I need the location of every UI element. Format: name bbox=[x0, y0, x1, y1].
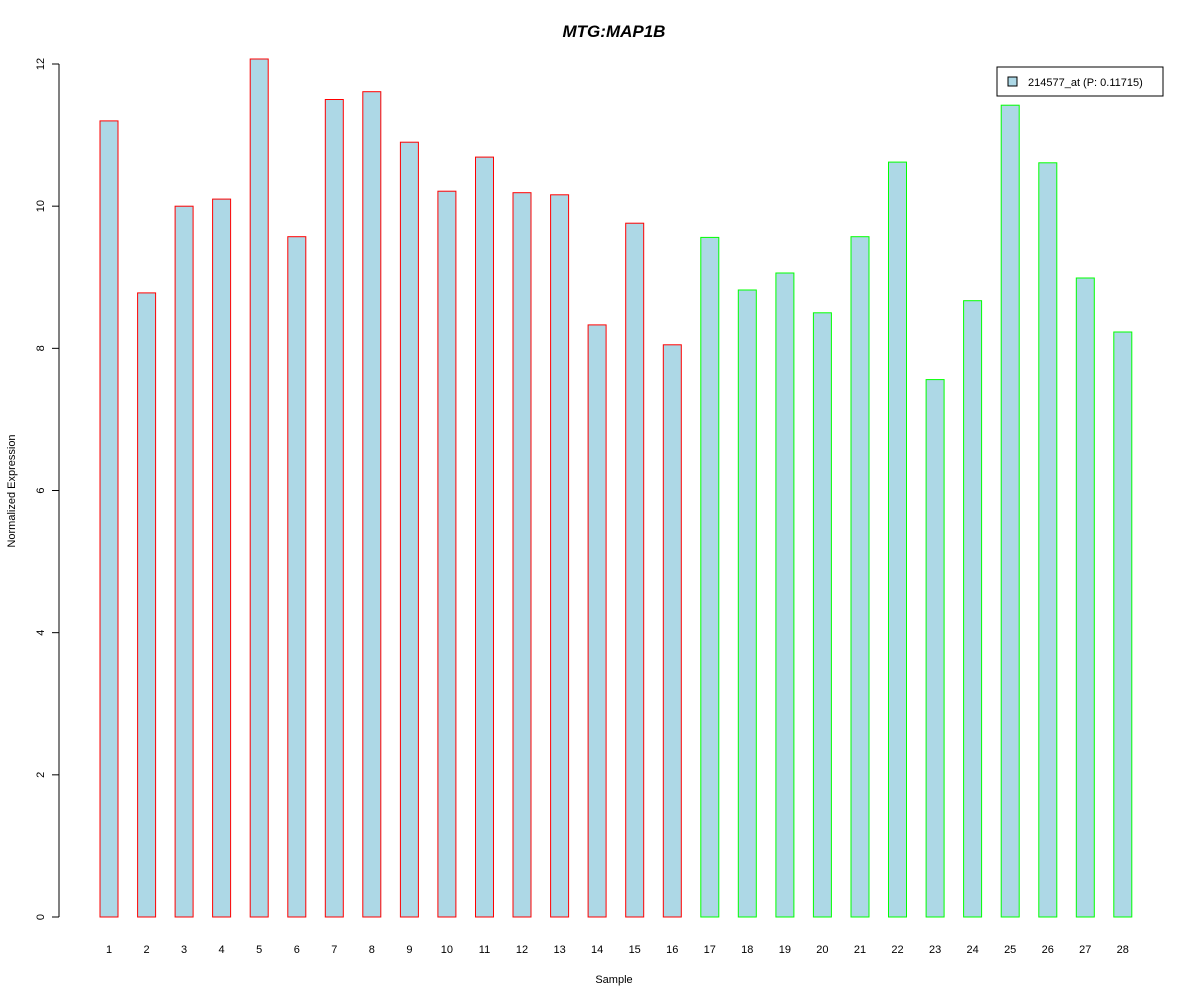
x-tick-label: 13 bbox=[553, 944, 565, 956]
bar bbox=[437, 190, 457, 918]
x-tick-label: 6 bbox=[294, 944, 300, 956]
y-tick-label: 0 bbox=[35, 914, 47, 920]
bar bbox=[925, 379, 945, 918]
bar bbox=[850, 236, 870, 918]
x-tick-label: 3 bbox=[181, 944, 187, 956]
x-tick-label: 23 bbox=[929, 944, 941, 956]
x-tick-label: 22 bbox=[891, 944, 903, 956]
bar bbox=[1000, 104, 1020, 918]
bar bbox=[963, 300, 983, 918]
x-axis-label: Sample bbox=[595, 974, 632, 986]
y-tick-label: 8 bbox=[35, 345, 47, 351]
x-tick-label: 18 bbox=[741, 944, 753, 956]
bar bbox=[812, 312, 832, 918]
x-tick-label: 24 bbox=[966, 944, 978, 956]
bar bbox=[174, 205, 194, 918]
y-tick-label: 4 bbox=[35, 630, 47, 636]
legend-entry-label: 214577_at (P: 0.11715) bbox=[1028, 77, 1143, 89]
x-tick-label: 2 bbox=[144, 944, 150, 956]
bar bbox=[512, 192, 532, 918]
x-tick-label: 4 bbox=[219, 944, 225, 956]
x-tick-label: 27 bbox=[1079, 944, 1091, 956]
bar bbox=[888, 161, 907, 918]
x-tick-label: 10 bbox=[441, 944, 453, 956]
x-tick-label: 25 bbox=[1004, 944, 1016, 956]
x-tick-label: 26 bbox=[1042, 944, 1054, 956]
bar bbox=[1038, 162, 1058, 918]
x-tick-label: 9 bbox=[406, 944, 412, 956]
bar bbox=[737, 289, 757, 918]
bar bbox=[249, 58, 269, 918]
bar bbox=[399, 141, 419, 918]
x-tick-label: 19 bbox=[779, 944, 791, 956]
bar bbox=[324, 99, 344, 918]
x-tick-label: 5 bbox=[256, 944, 262, 956]
x-tick-label: 16 bbox=[666, 944, 678, 956]
bar bbox=[99, 120, 119, 918]
x-tick-label: 8 bbox=[369, 944, 375, 956]
y-tick-label: 12 bbox=[35, 58, 47, 70]
bar bbox=[700, 236, 720, 918]
y-tick-label: 6 bbox=[35, 487, 47, 493]
y-axis: 0 2 4 6 8 10 12 bbox=[35, 58, 60, 920]
bar bbox=[212, 198, 232, 918]
x-tick-label: 12 bbox=[516, 944, 528, 956]
x-tick-label: 14 bbox=[591, 944, 603, 956]
x-tick-label: 28 bbox=[1117, 944, 1129, 956]
x-axis-tick-labels: 1 2 3 4 5 6 7 8 9 10 11 12 13 14 15 16 17 18 19 20 21 22 23 24 2… bbox=[106, 944, 1129, 956]
y-tick-label: 2 bbox=[35, 772, 47, 778]
chart-title: MTG:MAP1B bbox=[563, 22, 666, 41]
x-tick-label: 20 bbox=[816, 944, 828, 956]
bar bbox=[475, 156, 494, 918]
bar bbox=[775, 272, 795, 918]
bar bbox=[662, 344, 682, 918]
legend-box bbox=[996, 66, 1164, 97]
y-tick-label: 10 bbox=[35, 200, 47, 212]
bar bbox=[287, 236, 307, 918]
legend-swatch bbox=[1007, 76, 1018, 87]
legend: 214577_at (P: 0.11715) bbox=[996, 66, 1164, 97]
bar bbox=[625, 222, 645, 918]
bar bbox=[550, 194, 570, 918]
y-axis-label: Normalized Expression bbox=[6, 434, 18, 547]
x-tick-label: 11 bbox=[479, 944, 490, 956]
bar bbox=[1113, 331, 1133, 918]
x-tick-label: 15 bbox=[629, 944, 641, 956]
bar-series bbox=[99, 58, 1133, 918]
bar bbox=[1075, 277, 1095, 918]
x-tick-label: 7 bbox=[331, 944, 337, 956]
x-tick-label: 17 bbox=[704, 944, 716, 956]
bar bbox=[587, 324, 607, 918]
x-tick-label: 21 bbox=[854, 944, 866, 956]
bar bbox=[137, 292, 157, 918]
x-tick-label: 1 bbox=[106, 944, 112, 956]
bar bbox=[362, 91, 382, 918]
